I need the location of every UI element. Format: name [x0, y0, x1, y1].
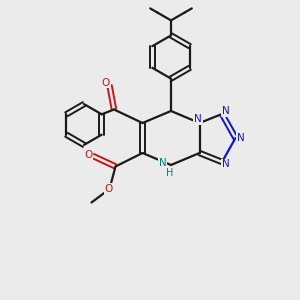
Text: O: O — [105, 184, 113, 194]
Text: N: N — [222, 106, 230, 116]
Text: N: N — [222, 159, 230, 170]
Text: O: O — [101, 77, 109, 88]
Text: N: N — [194, 114, 202, 124]
Text: N: N — [159, 158, 167, 169]
Text: H: H — [166, 167, 173, 178]
Text: N: N — [237, 133, 245, 143]
Text: O: O — [84, 149, 93, 160]
